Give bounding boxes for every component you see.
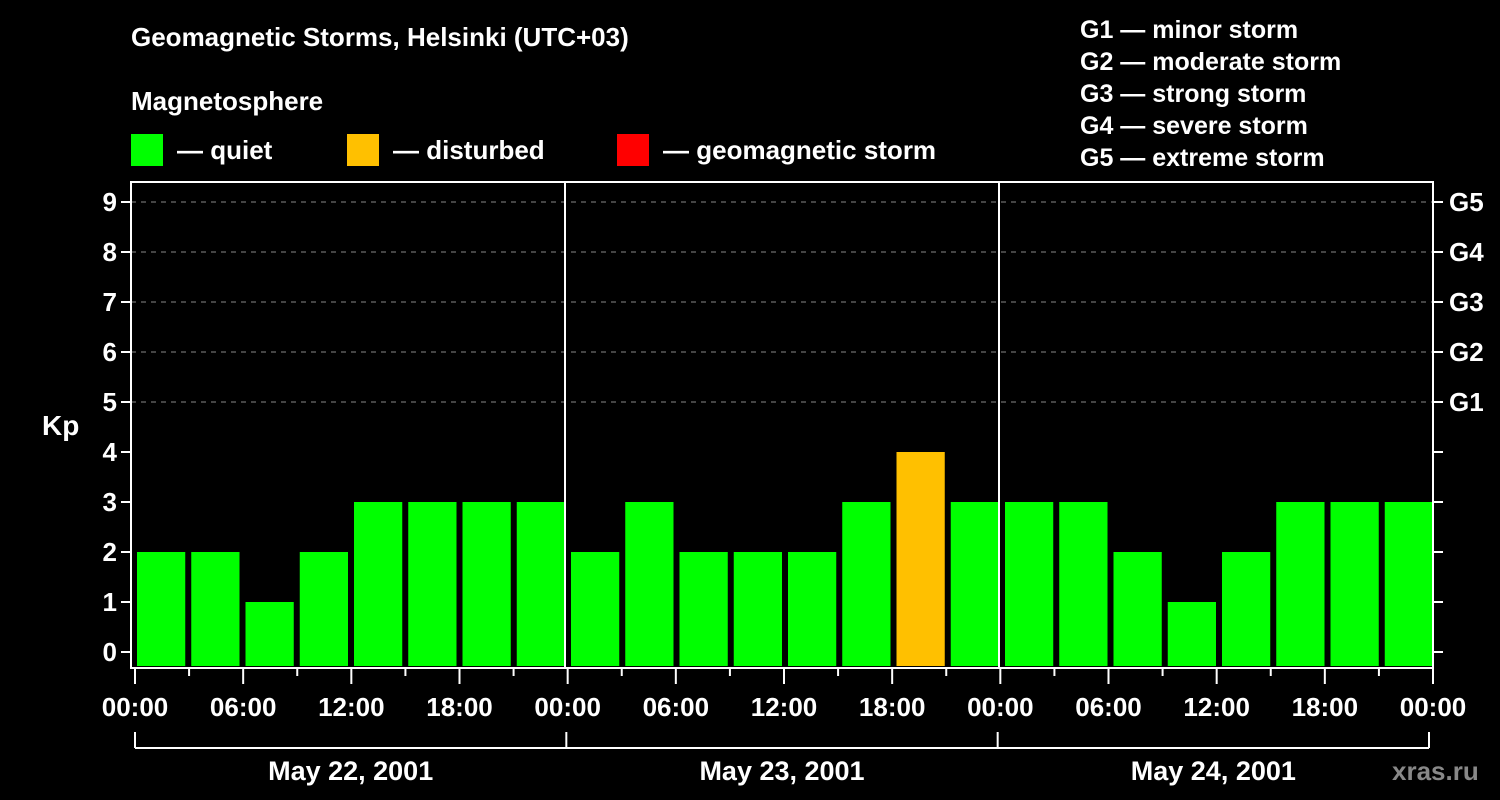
x-tick-label: 00:00 bbox=[1400, 692, 1467, 722]
x-tick-label: 00:00 bbox=[534, 692, 601, 722]
kp-bar bbox=[1005, 502, 1054, 666]
chart-title: Geomagnetic Storms, Helsinki (UTC+03) bbox=[131, 22, 629, 52]
g-scale-label: G5 bbox=[1449, 187, 1484, 217]
kp-bar bbox=[625, 502, 674, 666]
kp-bar bbox=[1384, 502, 1433, 666]
y-tick-label: 2 bbox=[103, 537, 117, 567]
y-axis-label: Kp bbox=[42, 410, 80, 441]
legend-subtitle: Magnetosphere bbox=[131, 86, 324, 116]
kp-bar bbox=[950, 502, 999, 666]
kp-bar bbox=[842, 502, 891, 666]
y-tick-label: 8 bbox=[103, 237, 117, 267]
g-scale-label: G2 bbox=[1449, 337, 1484, 367]
plot-frame bbox=[130, 181, 1434, 669]
kp-bar bbox=[896, 452, 945, 666]
kp-bar bbox=[571, 552, 620, 666]
legend-storm: — geomagnetic storm bbox=[617, 134, 936, 166]
kp-bar bbox=[354, 502, 403, 666]
g-scale-label: G4 bbox=[1449, 237, 1484, 267]
y-tick-label: 4 bbox=[103, 437, 118, 467]
quiet-swatch-icon bbox=[131, 134, 163, 166]
storm-swatch-icon bbox=[617, 134, 649, 166]
kp-bar bbox=[733, 552, 782, 666]
y-tick-label: 1 bbox=[103, 587, 117, 617]
g-legend-item: G1 — minor storm bbox=[1080, 16, 1299, 44]
y-tick-label: 7 bbox=[103, 287, 117, 317]
x-tick-label: 06:00 bbox=[1075, 692, 1142, 722]
kp-bar bbox=[1276, 502, 1325, 666]
kp-bar bbox=[1167, 602, 1216, 666]
kp-bar bbox=[1330, 502, 1379, 666]
watermark: xras.ru bbox=[1392, 756, 1479, 786]
date-label: May 23, 2001 bbox=[699, 756, 864, 786]
g-scale-label: G1 bbox=[1449, 387, 1484, 417]
y-tick-label: 5 bbox=[103, 387, 117, 417]
date-label: May 22, 2001 bbox=[268, 756, 433, 786]
x-tick-label: 12:00 bbox=[751, 692, 818, 722]
kp-bar bbox=[408, 502, 457, 666]
x-tick-label: 06:00 bbox=[210, 692, 277, 722]
legend-disturbed-label: — disturbed bbox=[393, 134, 545, 165]
legend-quiet-label: — quiet bbox=[177, 134, 273, 165]
kp-bar bbox=[1222, 552, 1271, 666]
legend-storm-label: — geomagnetic storm bbox=[663, 134, 937, 165]
kp-bar bbox=[679, 552, 728, 666]
x-tick-label: 00:00 bbox=[967, 692, 1034, 722]
g-legend-item: G4 — severe storm bbox=[1080, 112, 1308, 140]
disturbed-swatch-icon bbox=[347, 134, 379, 166]
g-scale-legend: G1 — minor storm G2 — moderate storm G3 … bbox=[1080, 14, 1341, 174]
kp-bar bbox=[137, 552, 186, 666]
x-tick-label: 00:00 bbox=[102, 692, 169, 722]
y-tick-label: 9 bbox=[103, 187, 117, 217]
g-legend-item: G3 — strong storm bbox=[1080, 80, 1307, 108]
x-tick-label: 12:00 bbox=[1183, 692, 1250, 722]
x-tick-label: 12:00 bbox=[318, 692, 385, 722]
date-label: May 24, 2001 bbox=[1131, 756, 1296, 786]
g-legend-item: G5 — extreme storm bbox=[1080, 144, 1325, 172]
kp-bar bbox=[191, 552, 240, 666]
x-tick-label: 18:00 bbox=[859, 692, 926, 722]
kp-bar bbox=[1059, 502, 1108, 666]
legend-disturbed: — disturbed bbox=[347, 134, 545, 166]
kp-bar bbox=[1113, 552, 1162, 666]
kp-bar bbox=[299, 552, 348, 666]
x-tick-label: 18:00 bbox=[426, 692, 493, 722]
y-tick-label: 0 bbox=[103, 637, 117, 667]
x-tick-label: 06:00 bbox=[643, 692, 710, 722]
kp-bar bbox=[516, 502, 565, 666]
x-tick-label: 18:00 bbox=[1292, 692, 1359, 722]
legend-quiet: — quiet bbox=[131, 134, 272, 166]
kp-bar bbox=[788, 552, 837, 666]
y-tick-label: 6 bbox=[103, 337, 117, 367]
g-scale-label: G3 bbox=[1449, 287, 1484, 317]
kp-bar bbox=[245, 602, 294, 666]
g-legend-item: G2 — moderate storm bbox=[1080, 48, 1342, 76]
y-tick-label: 3 bbox=[103, 487, 117, 517]
kp-bar bbox=[462, 502, 511, 666]
